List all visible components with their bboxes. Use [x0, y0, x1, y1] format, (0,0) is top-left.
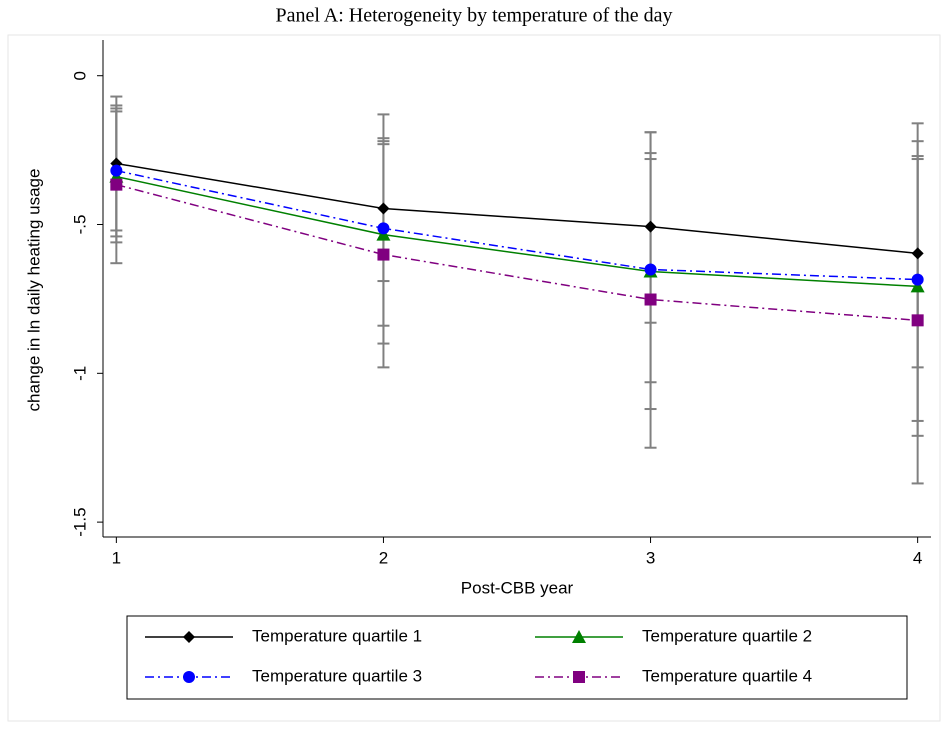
marker [911, 314, 924, 327]
marker [911, 247, 924, 260]
marker [110, 178, 123, 191]
marker [110, 164, 123, 177]
marker [644, 263, 657, 276]
x-axis-label: Post-CBB year [461, 578, 574, 597]
legend-label: Temperature quartile 1 [252, 626, 422, 645]
legend-label: Temperature quartile 4 [642, 666, 812, 685]
marker [910, 279, 925, 293]
y-axis-label: change in ln daily heating usage [24, 169, 43, 412]
y-tick-label: -1.5 [70, 507, 89, 536]
marker [572, 630, 586, 643]
marker [377, 248, 390, 261]
legend-label: Temperature quartile 3 [252, 666, 422, 685]
chart-title: Panel A: Heterogeneity by temperature of… [275, 5, 672, 27]
series-line [116, 175, 918, 288]
marker [911, 273, 924, 286]
series-line [116, 169, 918, 281]
chart-frame [7, 34, 941, 722]
y-tick-label: -1 [70, 366, 89, 381]
marker [183, 631, 195, 643]
legend-label: Temperature quartile 2 [642, 626, 812, 645]
legend-box [126, 615, 908, 700]
series-line [116, 183, 918, 322]
y-tick-label: 0 [70, 71, 89, 80]
y-tick-label: -.5 [70, 215, 89, 235]
x-tick-label: 4 [913, 548, 922, 567]
marker [377, 222, 390, 235]
marker [573, 671, 585, 683]
x-tick-label: 1 [112, 548, 121, 567]
x-tick-label: 3 [646, 548, 655, 567]
marker [644, 220, 657, 233]
series-line [116, 162, 918, 255]
x-tick-label: 2 [379, 548, 388, 567]
marker [644, 293, 657, 306]
marker [183, 671, 195, 683]
marker [377, 202, 390, 215]
